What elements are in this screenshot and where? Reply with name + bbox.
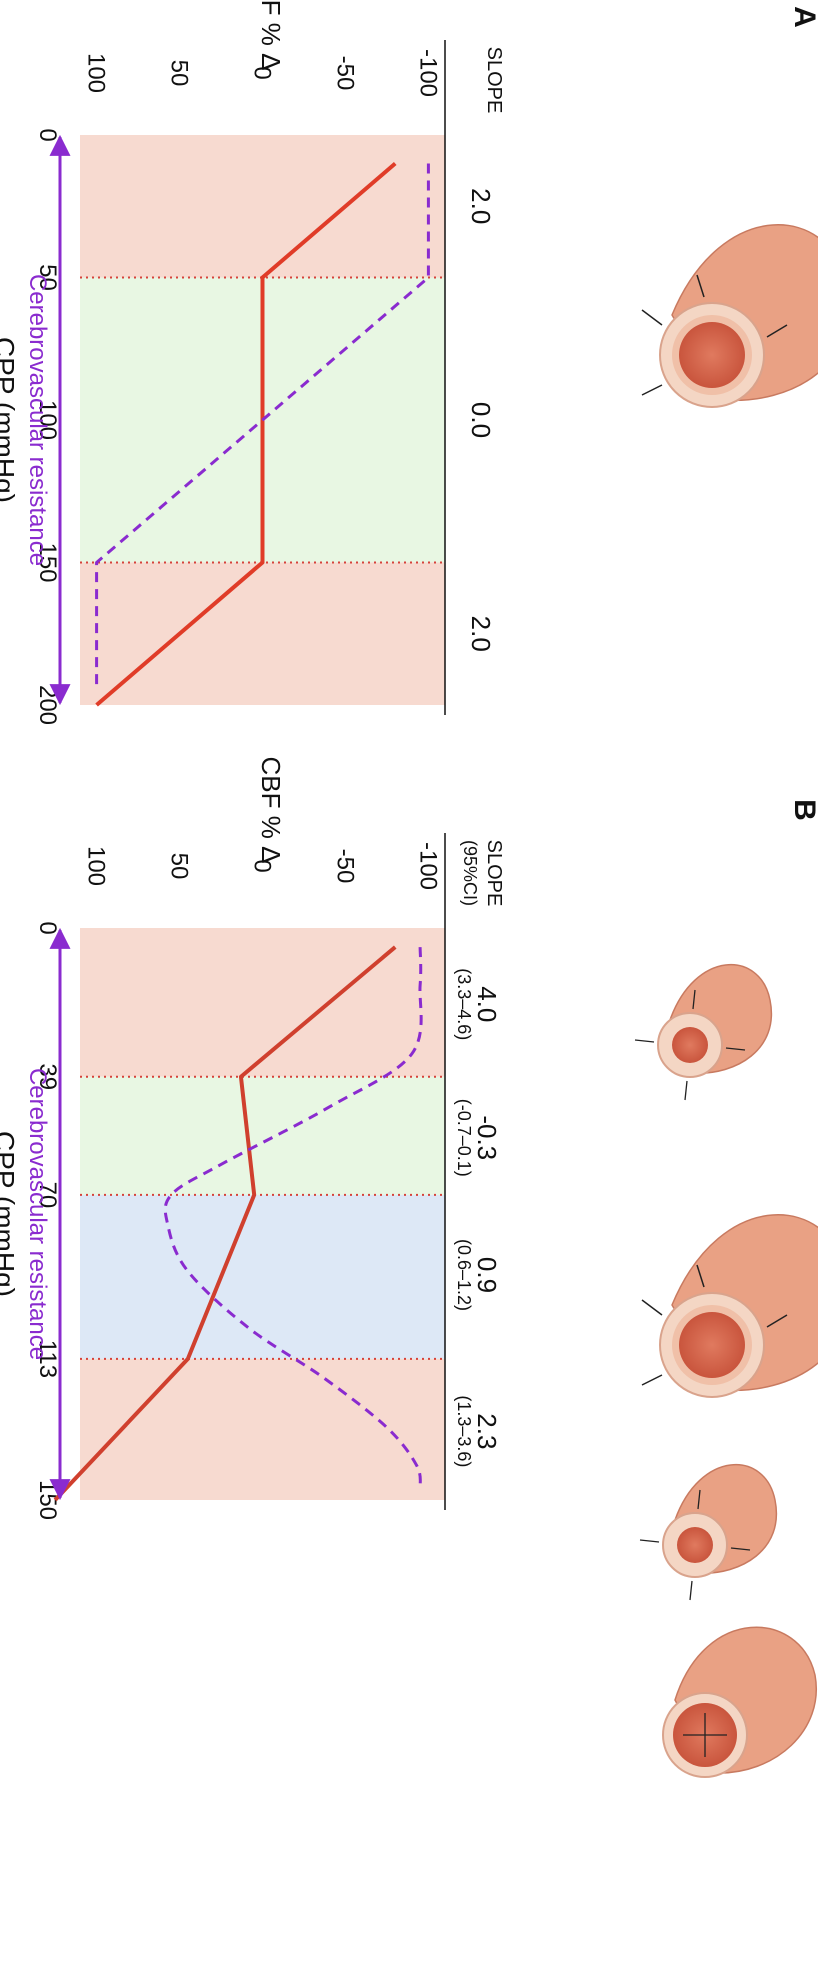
- slope-value: 0.0: [466, 402, 496, 438]
- region-band: [80, 928, 445, 1077]
- slope-ci: (0.6–1.2): [454, 1239, 474, 1311]
- y-tick-label: -50: [331, 849, 358, 884]
- region-band: [80, 562, 445, 705]
- y-tick-label: 50: [166, 853, 193, 880]
- x-axis-label: CPP (mmHg): [0, 1131, 20, 1297]
- slope-value: 2.0: [466, 188, 496, 224]
- resistance-arrow-label: Cerebrovascular resistance: [24, 1068, 51, 1360]
- resistance-series-line: [163, 947, 423, 1489]
- region-band: [80, 1358, 445, 1500]
- y-axis-label: CBF % Δ: [256, 0, 286, 70]
- region-band: [80, 1194, 445, 1359]
- slope-value: 2.3: [472, 1413, 502, 1449]
- x-tick-label: 200: [34, 685, 61, 725]
- y-tick-label: 0: [249, 66, 276, 79]
- slope-ci: (-0.7–0.1): [454, 1099, 474, 1177]
- x-axis-label: CPP (mmHg): [0, 337, 20, 503]
- slope-header: SLOPE: [483, 47, 505, 114]
- cbf-series-line: [53, 945, 397, 1502]
- y-axis-label: CBF % Δ: [256, 757, 286, 864]
- y-tick-label: 0: [249, 859, 276, 872]
- y-tick-label: 50: [166, 60, 193, 87]
- resistance-arrow-label: Cerebrovascular resistance: [24, 274, 51, 566]
- slope-header-sub: (95%CI): [460, 840, 480, 906]
- slope-ci: (3.3–4.6): [454, 968, 474, 1040]
- region-band: [80, 135, 445, 278]
- slope-value: -0.3: [472, 1115, 502, 1160]
- slope-value: 0.9: [472, 1257, 502, 1293]
- y-tick-label: 100: [83, 53, 110, 93]
- slope-ci: (1.3–3.6): [454, 1395, 474, 1467]
- y-tick-label: 100: [83, 846, 110, 886]
- panel-label: A: [788, 6, 818, 28]
- y-tick-label: -50: [331, 56, 358, 91]
- vessel-constricted-icon: [639, 1464, 778, 1601]
- resistance-series-line: [95, 163, 430, 691]
- slope-value: 4.0: [472, 986, 502, 1022]
- region-band: [80, 1076, 445, 1195]
- y-tick-label: -100: [414, 49, 441, 97]
- y-tick-label: -100: [414, 842, 441, 890]
- slope-header: SLOPE: [483, 840, 505, 907]
- slope-value: 2.0: [466, 616, 496, 652]
- panel-label: B: [788, 799, 818, 821]
- x-tick-label: 0: [34, 128, 61, 141]
- vessel-breakthrough-icon: [662, 1626, 817, 1778]
- x-tick-label: 0: [34, 921, 61, 934]
- vessel-constricted-icon: [634, 964, 773, 1101]
- vessel-dilated-icon: [641, 224, 818, 408]
- vessel-dilated-icon: [641, 1214, 818, 1398]
